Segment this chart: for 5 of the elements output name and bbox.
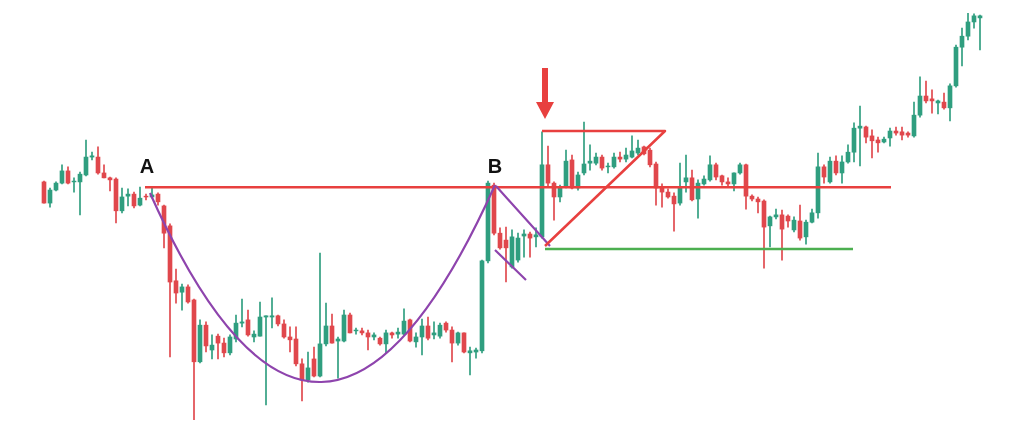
annotation: B: [487, 155, 503, 178]
candlestick: [857, 105, 863, 167]
annotation: A: [139, 155, 155, 178]
candlestick: [467, 346, 473, 376]
candlestick: [587, 144, 593, 171]
